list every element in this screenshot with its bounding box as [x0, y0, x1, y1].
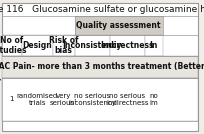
Text: no serious
inconsistency: no serious inconsistency [68, 93, 116, 106]
Text: Indirectness: Indirectness [101, 41, 154, 50]
Text: Design: Design [22, 41, 52, 50]
Text: 1: 1 [10, 96, 14, 102]
FancyBboxPatch shape [74, 16, 163, 35]
Text: Inconsistency: Inconsistency [62, 41, 122, 50]
Text: no
im: no im [150, 93, 158, 106]
FancyBboxPatch shape [2, 78, 198, 121]
Text: very
serious¹: very serious¹ [50, 93, 78, 106]
FancyBboxPatch shape [53, 35, 74, 56]
FancyBboxPatch shape [22, 35, 53, 56]
Text: Table 116   Glucosamine sulfate or glucosamine hydr: Table 116 Glucosamine sulfate or glucosa… [0, 5, 204, 14]
FancyBboxPatch shape [145, 35, 163, 56]
Text: WOMAC Pain- more than 3 months treatment (Better indi: WOMAC Pain- more than 3 months treatment… [0, 62, 204, 72]
FancyBboxPatch shape [74, 35, 110, 56]
Text: randomised
trials: randomised trials [17, 93, 58, 106]
FancyBboxPatch shape [2, 3, 198, 131]
FancyBboxPatch shape [110, 35, 145, 56]
Text: No of
studies: No of studies [0, 36, 28, 55]
FancyBboxPatch shape [2, 35, 22, 56]
FancyBboxPatch shape [2, 56, 198, 78]
Text: In: In [150, 41, 158, 50]
Text: Quality assessment: Quality assessment [76, 21, 161, 30]
Text: Partially U: Partially U [0, 68, 2, 107]
Text: no serious
indirectness: no serious indirectness [106, 93, 149, 106]
Text: Risk of
bias: Risk of bias [49, 36, 79, 55]
